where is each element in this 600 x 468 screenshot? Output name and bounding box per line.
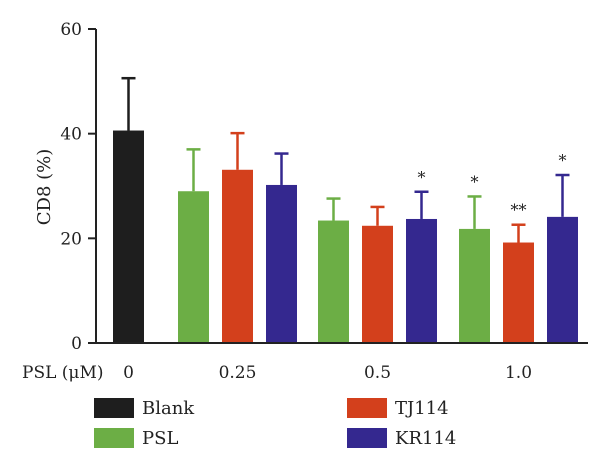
y-axis-title: CD8 (%) bbox=[34, 149, 55, 226]
x-axis-title: PSL (μM) bbox=[22, 363, 104, 383]
legend-swatch-tj114 bbox=[347, 398, 387, 418]
legend-label-blank: Blank bbox=[142, 398, 195, 419]
x-tick-label: 1.0 bbox=[505, 363, 532, 383]
bars: * **** bbox=[113, 76, 578, 343]
bar-blank bbox=[113, 130, 144, 343]
x-axis: 0 0.25 0.5 1.0 bbox=[96, 342, 588, 383]
bar-psl bbox=[178, 191, 209, 343]
bar-tj114 bbox=[362, 225, 393, 343]
y-tick-label: 60 bbox=[60, 20, 82, 40]
bar-psl bbox=[318, 220, 349, 343]
y-tick-label: 20 bbox=[60, 229, 82, 249]
significance-mark: * bbox=[418, 168, 426, 187]
bar-kr114 bbox=[266, 184, 297, 343]
y-axis: 0 20 40 60 bbox=[60, 20, 97, 354]
significance-mark: * bbox=[559, 151, 567, 170]
x-tick-label: 0.5 bbox=[364, 363, 391, 383]
bar-tj114 bbox=[503, 242, 534, 343]
y-tick-label: 40 bbox=[60, 125, 82, 145]
significance-mark: * bbox=[471, 172, 479, 191]
bar-kr114 bbox=[406, 218, 437, 343]
legend-label-kr114: KR114 bbox=[395, 428, 456, 449]
legend-swatch-psl bbox=[94, 428, 134, 448]
significance-mark: ** bbox=[511, 201, 527, 220]
legend-swatch-blank bbox=[94, 398, 134, 418]
legend-label-psl: PSL bbox=[142, 428, 178, 449]
y-tick-label: 0 bbox=[71, 334, 82, 354]
x-tick-label: 0.25 bbox=[219, 363, 257, 383]
bar-tj114 bbox=[222, 169, 253, 343]
bar-psl bbox=[459, 228, 490, 343]
legend-label-tj114: TJ114 bbox=[395, 398, 449, 419]
bar-kr114 bbox=[547, 216, 578, 343]
x-tick-label: 0 bbox=[123, 363, 134, 383]
legend-swatch-kr114 bbox=[347, 428, 387, 448]
legend: Blank TJ114 PSL KR114 bbox=[94, 398, 456, 449]
